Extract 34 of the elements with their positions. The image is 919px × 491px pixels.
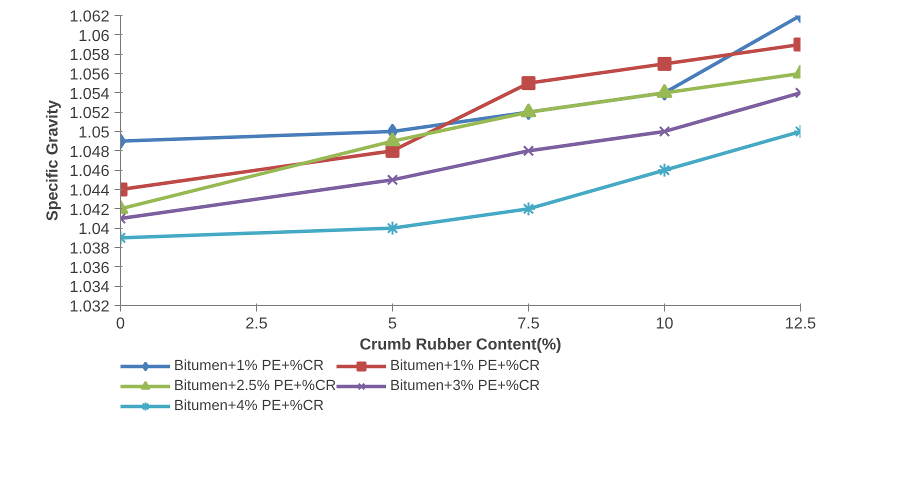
legend-label: Bitumen+1% PE+%CR — [174, 358, 324, 374]
y-tick-label: 1.05 — [78, 124, 110, 142]
legend-label: Bitumen+1% PE+%CR — [390, 358, 540, 374]
x-tick-label: 5 — [388, 316, 398, 332]
x-axis-title: Crumb Rubber Content(%) — [360, 336, 562, 354]
y-tick-label: 1.036 — [69, 260, 110, 277]
x-tick-label: 12.5 — [784, 316, 816, 332]
y-tick-label: 1.042 — [69, 202, 110, 219]
y-tick-label: 1.062 — [69, 8, 110, 26]
point — [386, 174, 398, 186]
y-tick-label: 1.054 — [69, 86, 110, 103]
y-tick-label: 1.038 — [69, 240, 110, 258]
point — [521, 201, 536, 216]
y-tick-label: 1.04 — [78, 221, 110, 238]
legend-label: Bitumen+4% PE+%CR — [174, 398, 324, 414]
y-tick-label: 1.056 — [69, 66, 110, 84]
legend-label: Bitumen+2.5% PE+%CR — [174, 378, 336, 394]
y-tick-label: 1.06 — [78, 28, 110, 45]
y-tick-label: 1.034 — [69, 279, 110, 296]
point — [522, 145, 534, 156]
y-tick-label: 1.048 — [69, 144, 110, 161]
y-tick-label: 1.032 — [69, 298, 110, 316]
point — [522, 76, 536, 90]
y-tick-label: 1.046 — [69, 163, 110, 180]
x-tick-label: 0 — [116, 316, 126, 332]
x-tick-label: 7.5 — [517, 316, 540, 332]
x-tick-label: 2.5 — [245, 316, 268, 332]
y-tick-label: 1.058 — [69, 47, 110, 64]
x-tick-label: 10 — [656, 316, 674, 332]
point — [385, 220, 400, 236]
y-axis-title: Specific Gravity — [44, 100, 62, 221]
y-tick-label: 1.052 — [69, 105, 110, 122]
legend-label: Bitumen+3% PE+%CR — [390, 378, 540, 394]
y-tick-label: 1.044 — [69, 182, 110, 200]
